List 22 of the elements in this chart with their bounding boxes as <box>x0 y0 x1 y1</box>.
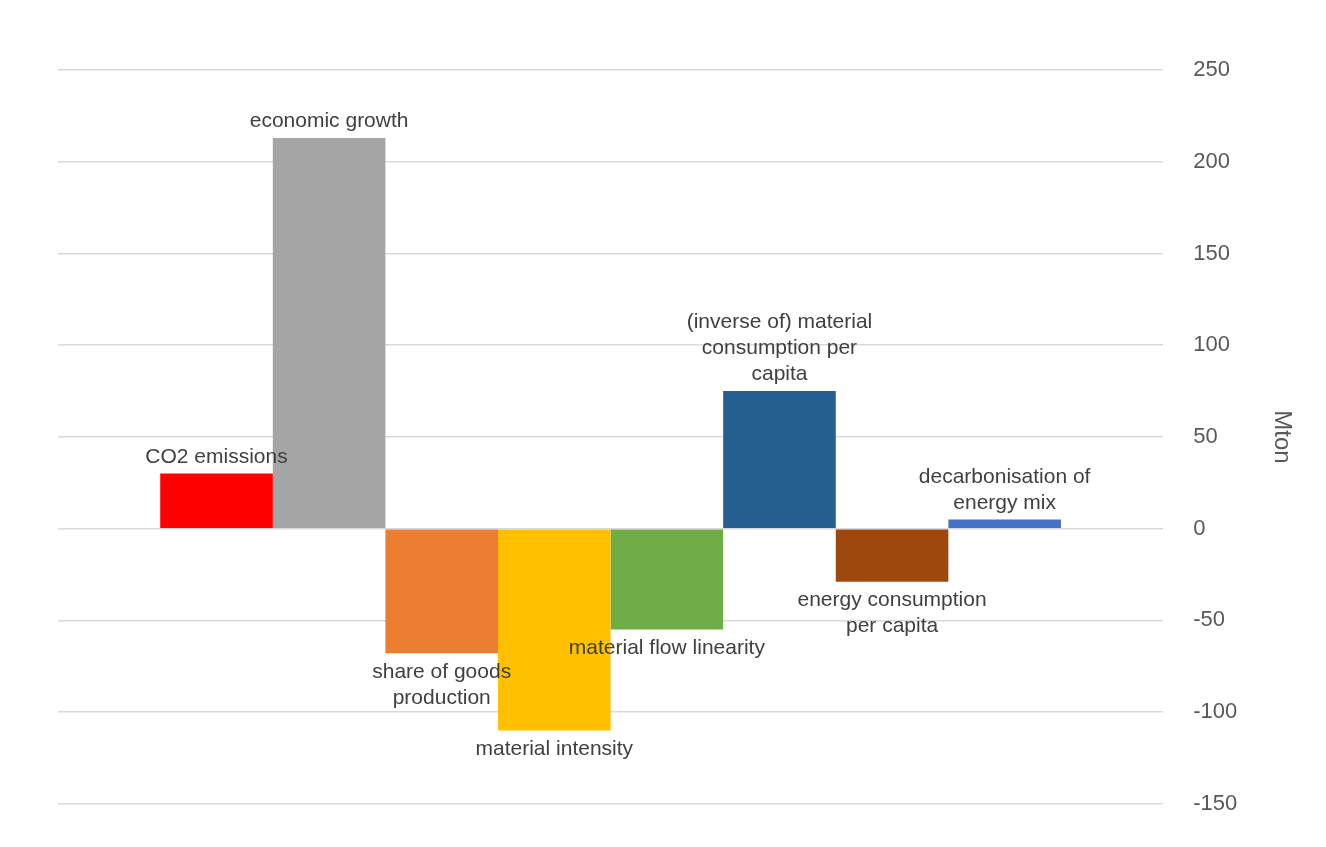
series-label: energy consumption per capita <box>797 587 987 637</box>
y-tick-label: 0 <box>1193 514 1206 540</box>
y-tick-label: -150 <box>1193 789 1238 815</box>
y-axis-title: Mton <box>1269 410 1297 464</box>
bar <box>948 519 1061 528</box>
series-label: decarbonisation of energy mix <box>918 463 1091 513</box>
y-tick-label: 150 <box>1193 239 1230 265</box>
bar <box>723 391 836 528</box>
series-label: (inverse of) material consumption per capita <box>686 309 873 385</box>
y-tick-label: -100 <box>1193 698 1238 724</box>
bar <box>610 529 724 630</box>
y-tick-label: 250 <box>1193 56 1230 82</box>
y-tick-label: 50 <box>1193 422 1218 448</box>
y-tick-label: -50 <box>1193 606 1225 632</box>
bar <box>160 473 273 528</box>
bar <box>835 529 949 582</box>
y-tick-label: 200 <box>1193 147 1230 173</box>
series-label: economic growth <box>249 108 409 132</box>
series-label: CO2 emissions <box>145 443 288 467</box>
y-tick-label: 100 <box>1193 331 1230 357</box>
bar <box>385 529 498 654</box>
series-label: material intensity <box>475 735 634 759</box>
